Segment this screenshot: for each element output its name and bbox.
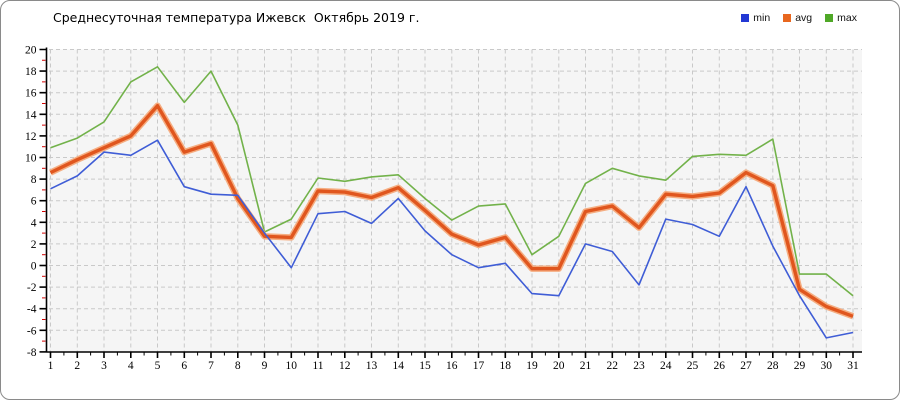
svg-text:14: 14	[393, 360, 405, 372]
gridlines	[49, 49, 862, 352]
svg-text:-8: -8	[27, 347, 37, 359]
svg-text:7: 7	[208, 360, 214, 372]
svg-text:-2: -2	[27, 282, 37, 294]
legend-label-max: max	[837, 12, 857, 24]
svg-text:1: 1	[48, 360, 54, 372]
svg-text:20: 20	[25, 45, 37, 57]
svg-text:14: 14	[25, 109, 37, 121]
svg-text:27: 27	[740, 360, 752, 372]
x-tick-labels: 1 2 3 4 5 6 7 8 9 10 11 12 13 14 15 16 17 18 19 20 21 22 23 24 2…	[48, 360, 859, 372]
legend-swatch-min	[741, 14, 750, 22]
legend-label-min: min	[753, 12, 771, 24]
svg-text:4: 4	[31, 217, 37, 229]
svg-text:4: 4	[128, 360, 134, 372]
x-minor-ticks	[63, 352, 841, 356]
svg-text:10: 10	[25, 153, 37, 165]
svg-text:28: 28	[767, 360, 779, 372]
legend-item-min: min	[741, 12, 770, 24]
legend-label-avg: avg	[795, 12, 813, 24]
svg-text:16: 16	[25, 88, 37, 100]
svg-text:23: 23	[633, 360, 645, 372]
svg-text:18: 18	[25, 66, 37, 78]
svg-text:13: 13	[366, 360, 378, 372]
svg-text:9: 9	[262, 360, 268, 372]
svg-text:6: 6	[181, 360, 187, 372]
svg-text:22: 22	[607, 360, 619, 372]
legend-item-max: max	[825, 12, 857, 24]
svg-text:-6: -6	[27, 325, 37, 337]
legend-swatch-avg	[783, 14, 792, 22]
svg-text:2: 2	[31, 239, 37, 251]
svg-text:11: 11	[312, 360, 323, 372]
svg-text:30: 30	[821, 360, 833, 372]
svg-text:12: 12	[339, 360, 351, 372]
svg-text:31: 31	[847, 360, 859, 372]
legend-item-avg: avg	[783, 12, 812, 24]
svg-text:3: 3	[101, 360, 107, 372]
svg-text:10: 10	[286, 360, 298, 372]
svg-text:19: 19	[526, 360, 538, 372]
svg-text:12: 12	[25, 131, 37, 143]
svg-text:29: 29	[794, 360, 806, 372]
svg-text:0: 0	[31, 261, 37, 273]
svg-text:8: 8	[235, 360, 241, 372]
svg-text:15: 15	[419, 360, 431, 372]
svg-text:18: 18	[500, 360, 512, 372]
legend: min avg max	[741, 12, 857, 24]
svg-text:21: 21	[580, 360, 592, 372]
chart-title: Среднесуточная температура Ижевск Октябр…	[53, 10, 420, 25]
svg-text:24: 24	[660, 360, 672, 372]
legend-swatch-max	[825, 14, 834, 22]
svg-text:5: 5	[155, 360, 161, 372]
min-line	[50, 139, 854, 339]
svg-text:-4: -4	[27, 304, 37, 316]
svg-text:16: 16	[446, 360, 458, 372]
svg-text:26: 26	[714, 360, 726, 372]
svg-text:17: 17	[473, 360, 485, 372]
svg-text:6: 6	[31, 196, 37, 208]
svg-text:8: 8	[31, 174, 37, 186]
svg-text:20: 20	[553, 360, 565, 372]
max-line	[50, 66, 854, 297]
svg-text:2: 2	[74, 360, 80, 372]
y-minor-ticks	[42, 59, 46, 342]
axes	[39, 47, 862, 358]
avg-line	[49, 103, 854, 318]
svg-text:25: 25	[687, 360, 699, 372]
